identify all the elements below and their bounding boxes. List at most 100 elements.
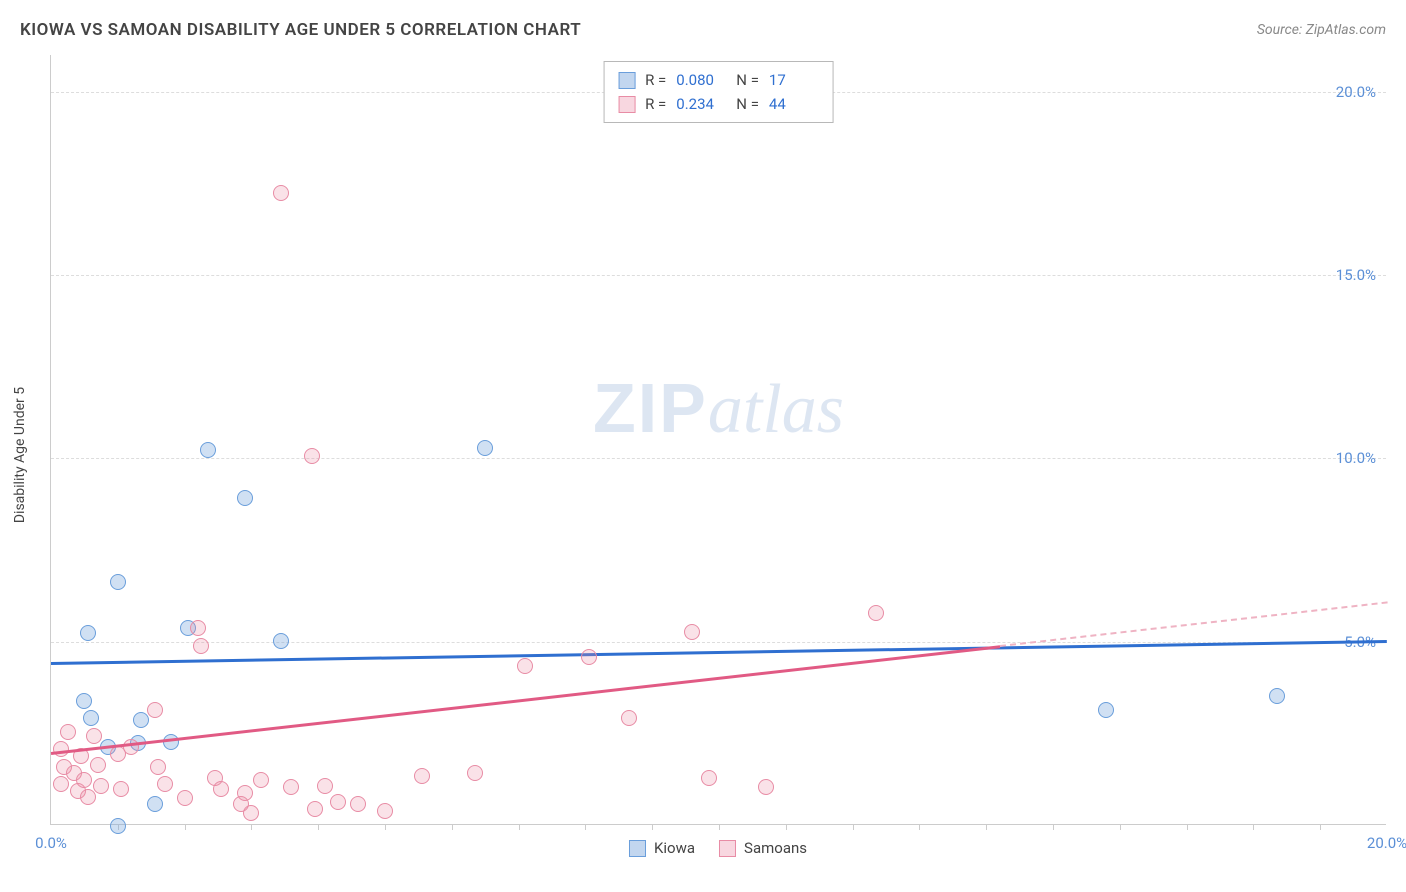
data-point-samoans [76,772,92,788]
swatch-blue-icon [629,840,646,857]
data-point-samoans [283,779,299,795]
data-point-samoans [53,776,69,792]
data-point-samoans [213,781,229,797]
gridline [51,458,1386,459]
legend-label-kiowa: Kiowa [654,839,695,857]
x-tick [1053,824,1054,830]
data-point-kiowa [237,490,253,506]
data-point-samoans [86,728,102,744]
chart-container: Disability Age Under 5 ZIPatlas 5.0%10.0… [50,55,1386,855]
stat-n-label: N = [736,92,759,116]
data-point-kiowa [76,693,92,709]
data-point-kiowa [80,625,96,641]
data-point-samoans [684,624,700,640]
swatch-pink-icon [618,96,635,113]
swatch-pink-icon [719,840,736,857]
x-tick [385,824,386,830]
data-point-samoans [157,776,173,792]
legend-item-kiowa: Kiowa [629,839,695,857]
stat-n-value: 17 [769,68,819,92]
x-tick [452,824,453,830]
data-point-samoans [243,805,259,821]
x-tick [719,824,720,830]
stat-n-value: 44 [769,92,819,116]
data-point-kiowa [273,633,289,649]
y-axis-label: Disability Age Under 5 [12,387,28,523]
stats-row: R = 0.080 N = 17 [618,68,819,92]
data-point-samoans [193,638,209,654]
stat-r-label: R = [645,92,666,116]
y-tick-label: 10.0% [1336,449,1376,467]
stats-row: R = 0.234 N = 44 [618,92,819,116]
data-point-samoans [307,801,323,817]
x-tick [786,824,787,830]
x-tick [185,824,186,830]
x-tick [853,824,854,830]
x-tick-label: 0.0% [35,834,67,852]
stat-r-value: 0.234 [676,92,726,116]
x-tick [585,824,586,830]
data-point-samoans [581,649,597,665]
watermark-zip: ZIP [593,369,708,447]
chart-header: KIOWA VS SAMOAN DISABILITY AGE UNDER 5 C… [20,20,1386,40]
x-tick [652,824,653,830]
data-point-samoans [93,778,109,794]
x-tick [318,824,319,830]
watermark-atlas: atlas [708,371,844,448]
x-tick [1320,824,1321,830]
data-point-samoans [237,785,253,801]
x-tick [1120,824,1121,830]
stat-r-label: R = [645,68,666,92]
data-point-kiowa [110,818,126,834]
data-point-samoans [414,768,430,784]
x-tick [1187,824,1188,830]
watermark: ZIPatlas [593,368,844,450]
legend-label-samoans: Samoans [744,839,807,857]
data-point-samoans [53,741,69,757]
y-tick-label: 15.0% [1336,266,1376,284]
stats-legend: R = 0.080 N = 17 R = 0.234 N = 44 [603,61,834,123]
data-point-samoans [621,710,637,726]
data-point-kiowa [1098,702,1114,718]
data-point-kiowa [83,710,99,726]
data-point-kiowa [110,574,126,590]
data-point-samoans [60,724,76,740]
data-point-samoans [350,796,366,812]
data-point-samoans [177,790,193,806]
x-tick [919,824,920,830]
data-point-samoans [113,781,129,797]
data-point-samoans [273,185,289,201]
data-point-samoans [253,772,269,788]
chart-title: KIOWA VS SAMOAN DISABILITY AGE UNDER 5 C… [20,20,581,40]
data-point-samoans [467,765,483,781]
x-tick-label: 20.0% [1367,834,1406,852]
data-point-samoans [317,778,333,794]
data-point-samoans [304,448,320,464]
data-point-samoans [868,605,884,621]
y-tick-label: 20.0% [1336,83,1376,101]
data-point-samoans [330,794,346,810]
legend-item-samoans: Samoans [719,839,807,857]
data-point-samoans [80,789,96,805]
trend-line-kiowa [51,640,1387,664]
x-tick [1253,824,1254,830]
data-point-samoans [90,757,106,773]
stat-n-label: N = [736,68,759,92]
x-tick [251,824,252,830]
data-point-samoans [517,658,533,674]
data-point-samoans [150,759,166,775]
data-point-kiowa [477,440,493,456]
plot-area: ZIPatlas 5.0%10.0%15.0%20.0%0.0%20.0%R =… [50,55,1386,825]
x-tick [519,824,520,830]
data-point-samoans [147,702,163,718]
data-point-samoans [190,620,206,636]
stat-r-value: 0.080 [676,68,726,92]
x-tick [986,824,987,830]
swatch-blue-icon [618,72,635,89]
data-point-kiowa [1269,688,1285,704]
data-point-samoans [377,803,393,819]
source-attribution: Source: ZipAtlas.com [1257,22,1386,38]
gridline [51,275,1386,276]
data-point-kiowa [200,442,216,458]
data-point-samoans [758,779,774,795]
